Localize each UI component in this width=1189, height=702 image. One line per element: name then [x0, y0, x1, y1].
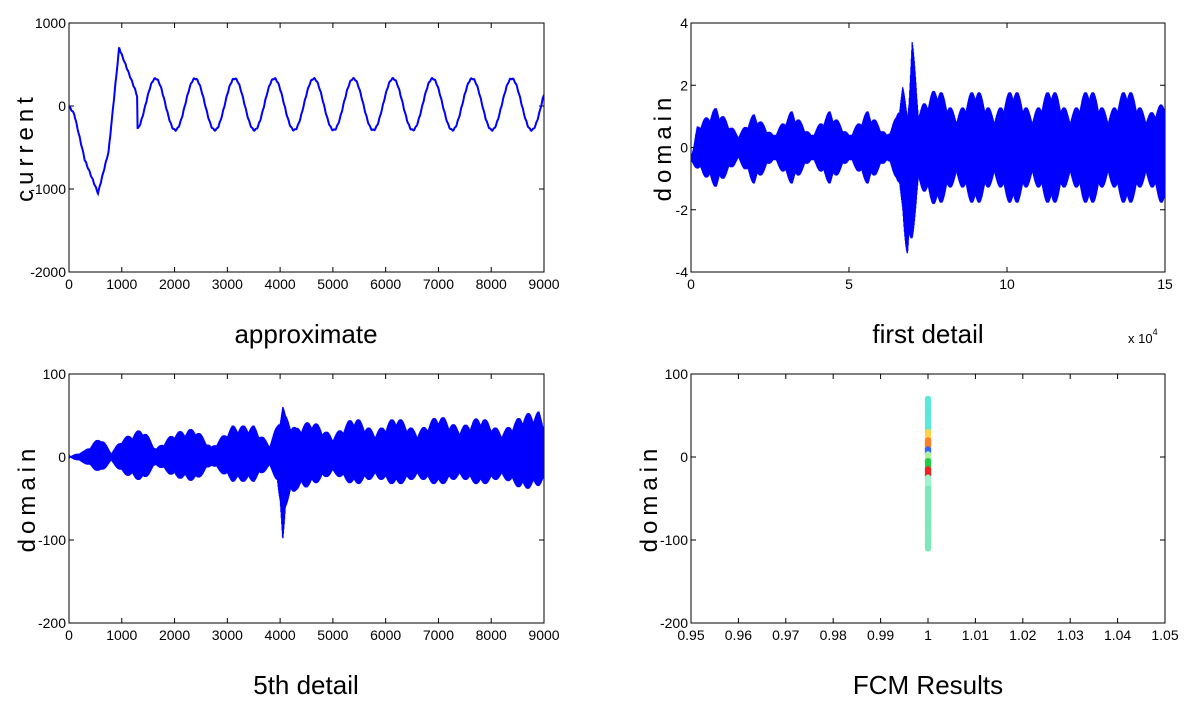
- scatter-point-cluster-8: [925, 485, 931, 491]
- y-tick-label-fcm-results: 0: [680, 449, 688, 465]
- x-tick-label-approximate: 9000: [528, 276, 559, 292]
- x-tick-label-fcm-results: 0.97: [772, 627, 799, 643]
- y-tick-label-fcm-results: 100: [665, 366, 689, 382]
- y-tick-label-approximate: 0: [58, 98, 66, 114]
- y-tick-label-5th-detail: 0: [58, 449, 66, 465]
- x-tick-label-approximate: 1000: [106, 276, 137, 292]
- y-tick-label-first-detail: 2: [680, 77, 688, 93]
- y-tick-label-5th-detail: -100: [38, 532, 66, 548]
- y-tick-label-first-detail: -2: [676, 202, 689, 218]
- x-multiplier-first-detail: x 104: [1128, 327, 1158, 346]
- x-tick-label-approximate: 2000: [159, 276, 190, 292]
- x-tick-label-approximate: 5000: [317, 276, 348, 292]
- x-label-fcm-results: FCM Results: [853, 670, 1003, 700]
- x-tick-label-first-detail: 5: [845, 276, 853, 292]
- x-tick-label-5th-detail: 6000: [370, 627, 401, 643]
- x-tick-label-approximate: 7000: [423, 276, 454, 292]
- y-tick-label-fcm-results: -100: [660, 532, 688, 548]
- y-tick-label-fcm-results: -200: [660, 615, 688, 631]
- y-tick-label-5th-detail: 100: [43, 366, 67, 382]
- x-tick-label-fcm-results: 0.96: [725, 627, 752, 643]
- scatter-point-cluster-5: [925, 458, 931, 464]
- scatter-point-cluster-1: [925, 429, 931, 435]
- y-tick-label-first-detail: 4: [680, 15, 688, 31]
- plot-area-approximate: [69, 23, 544, 272]
- x-tick-label-5th-detail: 2000: [159, 627, 190, 643]
- x-multiplier-exponent: 4: [1153, 327, 1158, 337]
- x-tick-label-5th-detail: 7000: [423, 627, 454, 643]
- x-tick-label-approximate: 4000: [265, 276, 296, 292]
- x-tick-label-fcm-results: 1.03: [1057, 627, 1084, 643]
- y-label-5th-detail: domain: [14, 444, 41, 553]
- y-tick-label-first-detail: -4: [676, 264, 689, 280]
- x-tick-label-5th-detail: 8000: [476, 627, 507, 643]
- x-tick-label-5th-detail: 0: [65, 627, 73, 643]
- y-label-first-detail: domain: [650, 93, 677, 202]
- y-tick-label-approximate: 1000: [35, 15, 66, 31]
- scatter-point-cluster-6: [925, 466, 931, 472]
- x-tick-label-fcm-results: 0.99: [867, 627, 894, 643]
- y-tick-label-approximate: -1000: [30, 181, 66, 197]
- x-tick-label-5th-detail: 1000: [106, 627, 137, 643]
- y-label-fcm-results: domain: [636, 444, 663, 553]
- x-tick-label-fcm-results: 1.04: [1104, 627, 1131, 643]
- y-tick-label-5th-detail: -200: [38, 615, 66, 631]
- x-tick-label-first-detail: 15: [1157, 276, 1173, 292]
- x-label-first-detail: first detail: [872, 319, 983, 349]
- panel-fcm-results: FCM Results domain 0.95 0.96 0.97 0.98 0.99 1…: [636, 366, 1179, 700]
- x-label-5th-detail: 5th detail: [253, 670, 359, 700]
- scatter-point-cluster-4: [925, 451, 931, 457]
- x-tick-label-fcm-results: 0.98: [820, 627, 847, 643]
- x-tick-label-5th-detail: 4000: [265, 627, 296, 643]
- x-tick-label-fcm-results: 1.01: [962, 627, 989, 643]
- x-tick-label-5th-detail: 5000: [317, 627, 348, 643]
- panel-5th-detail: 5th detail domain 0 1000 2000 3000 4000 5000 6…: [14, 366, 560, 700]
- x-tick-label-first-detail: 0: [687, 276, 695, 292]
- scatter-point-cluster-2: [925, 437, 931, 443]
- x-tick-label-first-detail: 10: [999, 276, 1015, 292]
- y-tick-label-first-detail: 0: [680, 140, 688, 156]
- x-tick-label-approximate: 0: [65, 276, 73, 292]
- x-tick-label-fcm-results: 1: [924, 627, 932, 643]
- x-tick-label-fcm-results: 1.02: [1009, 627, 1036, 643]
- x-tick-label-approximate: 3000: [212, 276, 243, 292]
- x-label-approximate: approximate: [234, 319, 377, 349]
- x-tick-label-5th-detail: 9000: [528, 627, 559, 643]
- scatter-point-cluster-7: [925, 475, 931, 481]
- x-multiplier-base: x 10: [1128, 331, 1153, 346]
- y-tick-label-approximate: -2000: [30, 264, 66, 280]
- x-tick-label-5th-detail: 3000: [212, 627, 243, 643]
- x-tick-label-approximate: 8000: [476, 276, 507, 292]
- x-tick-label-approximate: 6000: [370, 276, 401, 292]
- scatter-point-cluster-0: [925, 396, 931, 402]
- plot-area-5th-detail: [69, 374, 544, 623]
- x-tick-label-fcm-results: 1.05: [1151, 627, 1178, 643]
- panel-approximate: approximate current 0 1000 2000 3000 4000 500…: [12, 15, 560, 349]
